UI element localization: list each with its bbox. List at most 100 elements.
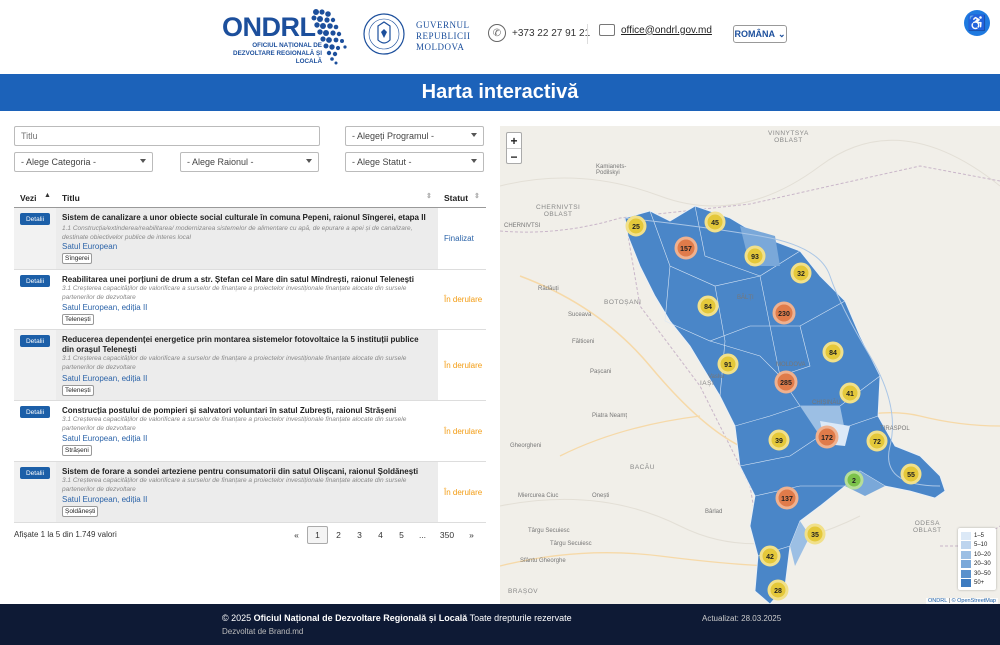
details-button[interactable]: Detalii <box>20 406 50 418</box>
map-canvas[interactable]: 25 45 157 93 32 84 230 84 91 285 41 39 1… <box>500 126 1000 604</box>
email-link[interactable]: office@ondrl.gov.md <box>621 24 712 36</box>
column-header-status[interactable]: Statut <box>444 193 469 203</box>
map-cluster[interactable] <box>804 523 826 545</box>
map-label: BACĂU <box>630 464 655 471</box>
legend-item: 20–30 <box>961 560 993 570</box>
program-link[interactable]: Satul European, ediția II <box>62 303 148 312</box>
map-cluster[interactable] <box>704 211 726 233</box>
envelope-icon <box>599 24 615 36</box>
legend-item: 1–5 <box>961 531 993 541</box>
project-category: 1.1 Construcția/extinderea/reabilitarea/… <box>62 225 413 241</box>
map-cluster[interactable] <box>790 262 812 284</box>
language-selector[interactable]: ROMÂNA ⌄ <box>733 25 787 43</box>
status-label: În derulare <box>444 487 483 497</box>
map-cluster[interactable] <box>759 545 781 567</box>
pagination-page-last[interactable]: 350 <box>439 530 455 540</box>
map-label: ODESA OBLAST <box>913 520 942 534</box>
cluster-count: 25 <box>632 224 640 231</box>
map-label: Sfântu Gheorghe <box>520 558 566 564</box>
map-cluster[interactable] <box>822 341 844 363</box>
details-button[interactable]: Detalii <box>20 213 50 225</box>
map-cluster[interactable] <box>768 429 790 451</box>
map-label: BOTOȘANI <box>604 299 642 306</box>
chevron-down-icon: ⌄ <box>777 28 786 39</box>
status-select[interactable]: - Alege Statut - <box>345 152 484 172</box>
pagination-page-3[interactable]: 3 <box>357 530 362 540</box>
pagination-page-2[interactable]: 2 <box>336 530 341 540</box>
map-cluster[interactable] <box>774 370 798 394</box>
sort-icon[interactable]: ⇕ <box>426 193 432 200</box>
raion-select[interactable]: - Alege Raionul - <box>180 152 319 172</box>
map-cluster[interactable] <box>744 245 766 267</box>
map-cluster[interactable] <box>697 295 719 317</box>
program-link[interactable]: Satul European <box>62 242 118 251</box>
map-cluster[interactable] <box>674 236 698 260</box>
details-button[interactable]: Detalii <box>20 467 50 479</box>
project-category: 3.1 Creșterea capacităților de valorific… <box>62 416 407 432</box>
table-header: Vezi ▲ Titlu ⇕ Statut ⇕ <box>14 186 486 208</box>
map-cluster[interactable] <box>900 463 922 485</box>
pagination-page-4[interactable]: 4 <box>378 530 383 540</box>
map-cluster[interactable] <box>625 215 647 237</box>
map-cluster[interactable] <box>866 430 888 452</box>
email-contact[interactable]: office@ondrl.gov.md <box>599 24 712 36</box>
attribution-ondrl-link[interactable]: ONDRL <box>928 598 948 604</box>
pagination-prev[interactable]: « <box>294 530 299 540</box>
status-label: În derulare <box>444 426 483 436</box>
header-divider <box>587 24 588 44</box>
column-header-title[interactable]: Titlu <box>62 193 80 203</box>
title-search-input[interactable] <box>21 131 319 141</box>
ondrl-logo[interactable]: ONDRL OFICIUL NAȚIONAL DE DEZVOLTARE REG… <box>222 8 350 66</box>
caret-down-icon <box>471 159 477 163</box>
government-logo[interactable]: GUVERNUL REPUBLICII MOLDOVA <box>362 10 472 58</box>
project-title: Reabilitarea unei porțiuni de drum a str… <box>62 275 414 284</box>
attribution-osm-link[interactable]: © OpenStreetMap <box>951 598 996 604</box>
map-cluster[interactable] <box>839 382 861 404</box>
program-link[interactable]: Satul European, ediția II <box>62 374 148 383</box>
map-label: Kamianets- Podilskyi <box>596 164 627 176</box>
logo-map-dots-icon <box>311 9 347 65</box>
status-label: În derulare <box>444 295 483 304</box>
pagination-page-1[interactable]: 1 <box>307 526 328 544</box>
map-cluster[interactable] <box>844 470 864 490</box>
map-cluster[interactable] <box>815 425 839 449</box>
category-select-value: - Alege Categoria - <box>21 157 97 167</box>
table-row: Detalii Reabilitarea unei porțiuni de dr… <box>14 270 486 330</box>
map-label: BĂLȚI <box>737 295 754 301</box>
category-select[interactable]: - Alege Categoria - <box>14 152 153 172</box>
status-label: Finalizat <box>444 234 474 243</box>
status-label: În derulare <box>444 360 483 370</box>
pagination-page-5[interactable]: 5 <box>399 530 404 540</box>
interactive-map[interactable]: 25 45 157 93 32 84 230 84 91 285 41 39 1… <box>500 126 1000 604</box>
language-label: ROMÂNA <box>734 29 775 39</box>
details-button[interactable]: Detalii <box>20 275 50 287</box>
project-title: Construcția postului de pompieri și salv… <box>62 406 397 415</box>
project-category: 3.1 Creșterea capacităților de valorific… <box>62 355 407 371</box>
map-cluster[interactable] <box>717 353 739 375</box>
map-label: Târgu Secuiesc <box>550 541 592 547</box>
accessibility-icon[interactable]: ♿ <box>964 10 990 36</box>
column-header-view[interactable]: Vezi <box>20 193 37 203</box>
map-zoom-control: + − <box>506 132 522 164</box>
program-link[interactable]: Satul European, ediția II <box>62 434 148 443</box>
pagination-next[interactable]: » <box>469 530 474 540</box>
sort-asc-icon[interactable]: ▲ <box>44 192 51 199</box>
cluster-count: 157 <box>680 246 692 253</box>
program-select[interactable]: - Alegeți Programul - <box>345 126 484 146</box>
map-cluster[interactable] <box>767 579 789 601</box>
details-button[interactable]: Detalii <box>20 335 50 347</box>
zoom-out-button[interactable]: − <box>510 150 518 164</box>
sort-icon[interactable]: ⇕ <box>474 193 480 200</box>
title-search-field[interactable] <box>14 126 320 146</box>
cluster-count: 2 <box>852 478 856 485</box>
raion-tag: Strășeni <box>62 445 92 456</box>
zoom-in-button[interactable]: + <box>507 133 521 149</box>
program-link[interactable]: Satul European, ediția II <box>62 495 148 504</box>
map-cluster[interactable] <box>772 301 796 325</box>
phone-contact[interactable]: ✆ +373 22 27 91 21 <box>488 24 590 42</box>
map-cluster[interactable] <box>775 486 799 510</box>
map-attribution: ONDRL | © OpenStreetMap <box>926 598 998 604</box>
status-select-value: - Alege Statut - <box>352 157 412 167</box>
footer-developer-link[interactable]: Dezvoltat de Brand.md <box>222 627 304 636</box>
table-row: Detalii Reducerea dependenței energetice… <box>14 330 486 401</box>
